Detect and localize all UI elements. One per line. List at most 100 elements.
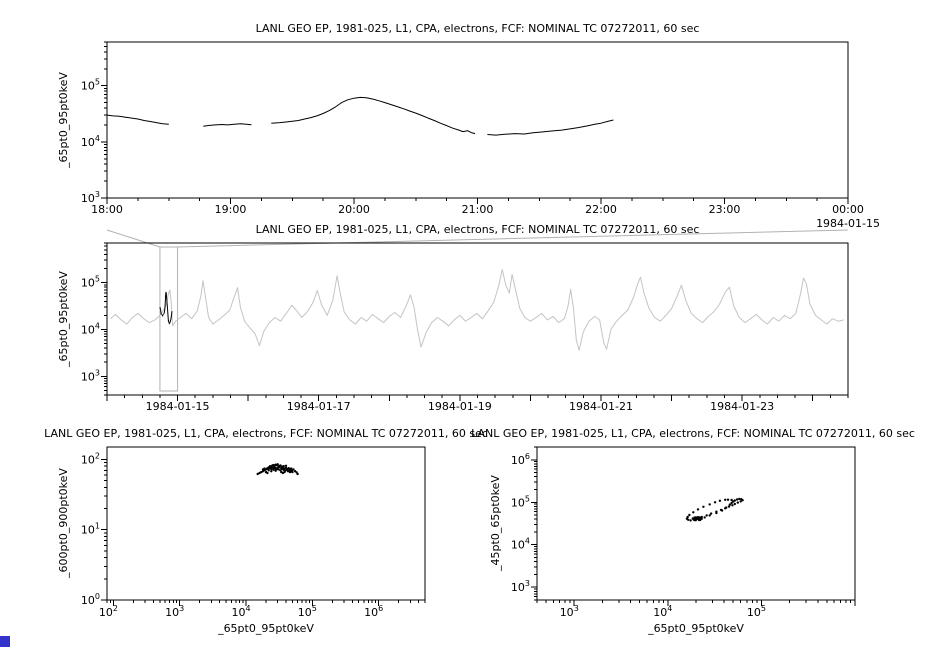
zoom-connector-left [106, 229, 161, 248]
panel2-y-axis-label: _65pt0_95pt0keV [57, 271, 70, 367]
data-point [290, 467, 293, 470]
data-point [274, 469, 277, 472]
data-point [688, 513, 691, 517]
tick-label: 105 [298, 604, 317, 619]
data-point [266, 467, 270, 471]
data-point [276, 463, 279, 466]
data-point [277, 465, 280, 468]
plot-area-4[interactable] [536, 446, 856, 601]
zoom-box[interactable] [159, 246, 179, 392]
panel1-chart: 18:00 19:00 20:00 21:00 22:00 23:00 00:00 103 10… [81, 41, 864, 216]
data-point [279, 469, 282, 472]
data-point [283, 470, 286, 474]
tick-label: 1984-01-23 [710, 400, 774, 413]
data-series [487, 119, 614, 136]
data-point [292, 468, 295, 471]
tick-label: 104 [81, 321, 100, 336]
data-point [282, 465, 285, 468]
tick-label: 1984-01-21 [569, 400, 633, 413]
tick-label: 103 [165, 604, 184, 619]
data-point [718, 499, 722, 502]
data-point [727, 505, 731, 508]
data-point [699, 518, 702, 521]
data-point [730, 501, 733, 505]
panel4-x-axis-label: _65pt0_95pt0keV [648, 622, 744, 635]
tick-label: 20:00 [338, 203, 370, 216]
data-point [713, 501, 717, 504]
tick-label: 1984-01-19 [428, 400, 492, 413]
data-point [296, 472, 299, 476]
data-point [719, 508, 723, 512]
data-point [263, 467, 266, 470]
data-point [293, 470, 297, 473]
panel2-chart: 1984-01-15 1984-01-17 1984-01-19 1984-01-21… [81, 229, 849, 413]
tick-label: 103 [511, 579, 530, 594]
tick-label: 105 [81, 275, 100, 290]
data-point [735, 498, 739, 501]
data-point [739, 500, 742, 503]
data-point [271, 467, 275, 470]
tick-label: 19:00 [215, 203, 247, 216]
data-point [703, 516, 706, 519]
data-point [692, 511, 695, 514]
corner-marker [0, 636, 10, 647]
data-point [715, 510, 718, 513]
data-point [274, 463, 277, 466]
data-point [730, 498, 733, 502]
panel4-title: LANL GEO EP, 1981-025, L1, CPA, electron… [471, 427, 915, 440]
data-point [728, 503, 732, 506]
tick-label: 104 [81, 134, 100, 149]
data-point [279, 464, 282, 467]
data-series [168, 311, 173, 325]
data-point [726, 498, 730, 501]
tick-label: 105 [511, 494, 530, 509]
data-point [258, 471, 261, 475]
plot-area-2[interactable] [106, 242, 849, 396]
data-point [708, 514, 711, 517]
data-point [709, 512, 713, 515]
data-point [291, 470, 294, 474]
data-point [276, 467, 279, 471]
panel4-chart: 103 104 105 103 104 105 106 [511, 446, 856, 619]
data-series [203, 123, 252, 127]
data-point [731, 504, 734, 507]
tick-label: 21:00 [462, 203, 494, 216]
tick-label: 1984-01-17 [287, 400, 351, 413]
tick-label: 101 [81, 522, 100, 537]
data-point [733, 502, 736, 506]
panel1-title: LANL GEO EP, 1981-025, L1, CPA, electron… [255, 22, 700, 35]
tick-label: 23:00 [709, 203, 741, 216]
data-point [741, 499, 744, 502]
data-point [288, 469, 291, 472]
data-series [106, 114, 169, 125]
data-series [161, 313, 164, 317]
tick-label: 104 [653, 604, 672, 619]
data-point [705, 514, 708, 517]
tick-label: 104 [511, 537, 530, 552]
tick-label: 100 [81, 592, 100, 607]
panel1-y-axis-label: _65pt0_95pt0keV [57, 72, 70, 168]
data-point [695, 517, 698, 520]
data-point [269, 467, 272, 470]
data-series [110, 269, 844, 351]
data-point [284, 464, 288, 467]
panel3-y-axis-label: _600pt0_900pt0keV [57, 468, 70, 578]
tick-label: 00:00 [832, 203, 864, 216]
panel3-x-axis-label: _65pt0_95pt0keV [218, 622, 314, 635]
data-point [724, 507, 727, 510]
data-point [736, 501, 739, 504]
tick-label: 103 [81, 368, 100, 383]
tick-label: 22:00 [585, 203, 617, 216]
panel3-title: LANL GEO EP, 1981-025, L1, CPA, electron… [44, 427, 488, 440]
data-point [692, 518, 695, 521]
data-point [272, 463, 275, 467]
panel4-y-axis-label: _45pt0_65pt0keV [489, 475, 502, 571]
data-point [270, 470, 273, 473]
tick-label: 103 [560, 604, 579, 619]
data-point [724, 498, 727, 501]
panel1-axis-date-label: 1984-01-15 [816, 217, 880, 230]
data-point [702, 505, 705, 508]
plot-area-1[interactable] [106, 41, 849, 199]
data-series [271, 96, 476, 135]
